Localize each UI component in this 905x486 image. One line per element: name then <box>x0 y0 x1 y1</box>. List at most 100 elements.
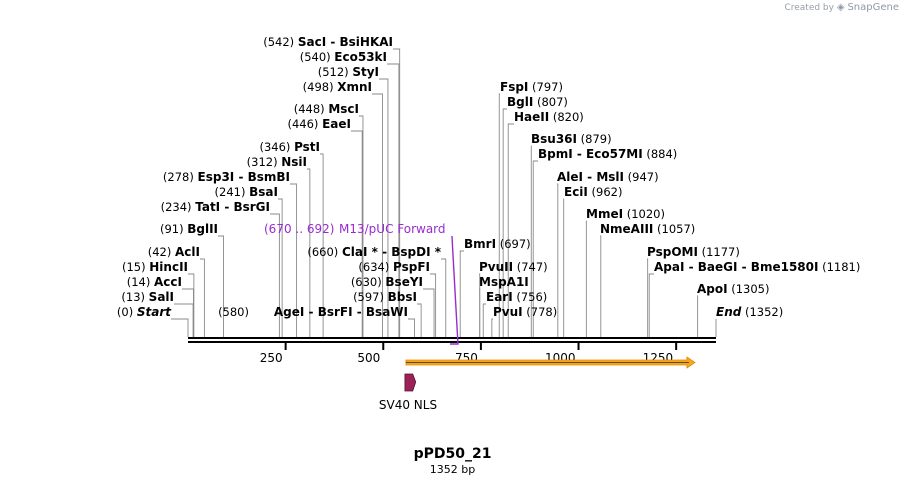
site-enzyme: PspFI <box>393 260 430 274</box>
site-label[interactable]: BglI (807) <box>507 95 568 109</box>
site-label[interactable]: End (1352) <box>716 305 783 319</box>
site-enzyme: HaeII <box>514 110 549 124</box>
site-enzyme: AgeI - BsrFI - BsaWI <box>274 305 408 319</box>
site-enzyme: NsiI <box>281 155 307 169</box>
site-connector <box>200 258 205 337</box>
site-enzyme: TatI - BsrGI <box>195 200 270 214</box>
site-enzyme: ClaI * - BspDI * <box>342 245 442 259</box>
site-connector <box>430 273 437 337</box>
site-label[interactable]: BmrI (697) <box>464 237 531 251</box>
site-position: (630) <box>351 275 386 289</box>
site-enzyme: SacI - BsiHKAI <box>298 35 393 49</box>
site-connector <box>697 295 699 337</box>
site-label[interactable]: PvuII (747) <box>479 260 548 274</box>
site-label[interactable]: AleI - MslI (947) <box>557 170 659 184</box>
site-connector <box>393 48 401 337</box>
site-enzyme: StyI <box>352 65 379 79</box>
site-label[interactable]: (498) XmnI <box>303 80 372 94</box>
site-position: (820) <box>549 110 584 124</box>
site-label[interactable]: (234) TatI - BsrGI <box>161 200 270 214</box>
site-position: (1352) <box>741 305 783 319</box>
site-label[interactable]: ApaI - BaeGI - Bme1580I (1181) <box>654 260 860 274</box>
site-connector <box>600 235 602 337</box>
site-connector <box>387 63 400 337</box>
site-label[interactable]: (14) AccI <box>127 275 182 289</box>
site-label[interactable]: (448) MscI <box>294 102 359 116</box>
feature-sv40-nls-shape <box>404 373 417 392</box>
site-position: (512) <box>318 65 353 79</box>
site-connector <box>359 115 364 337</box>
site-label[interactable]: (446) EaeI <box>288 117 352 131</box>
site-label[interactable]: FspI (797) <box>500 80 563 94</box>
site-position: (346) <box>259 140 294 154</box>
site-label[interactable]: (42) AclI <box>148 245 200 259</box>
site-position: (91) <box>160 222 187 236</box>
site-label[interactable]: (634) PspFI <box>358 260 430 274</box>
site-position: (0) <box>117 305 137 319</box>
site-connector <box>479 288 481 337</box>
site-position: (234) <box>161 200 196 214</box>
site-connector <box>557 183 559 337</box>
site-enzyme: ApaI - BaeGI - Bme1580I <box>654 260 818 274</box>
site-connector <box>502 108 507 337</box>
site-position: (634) <box>358 260 393 274</box>
site-connector <box>320 153 324 337</box>
feature-sv40-nls[interactable]: SV40 NLS <box>379 373 437 412</box>
site-label[interactable]: (660) ClaI * - BspDI * <box>307 245 441 259</box>
snapgene-logo-icon: ◈ <box>836 2 845 13</box>
site-label[interactable]: MspA1I <box>479 275 529 289</box>
site-label[interactable]: AgeI - BsrFI - BsaWI <box>274 305 408 319</box>
site-position: (962) <box>588 185 623 199</box>
primer-m13-puc-forward[interactable]: (670 .. 692) M13/pUC Forward <box>264 222 459 345</box>
site-connector <box>188 273 195 337</box>
site-position: (660) <box>307 245 342 259</box>
site-position: (498) <box>303 80 338 94</box>
site-label[interactable]: MmeI (1020) <box>586 207 665 221</box>
site-label[interactable]: (540) Eco53kI <box>300 50 387 64</box>
site-enzyme: EarI <box>486 290 513 304</box>
site-label[interactable]: (512) StyI <box>318 65 379 79</box>
site-position: (542) <box>263 35 298 49</box>
site-labels: (0) Start(13) SalI(14) AccI(15) HincII(4… <box>117 35 860 319</box>
plasmid-length: 1352 bp <box>429 463 476 476</box>
site-enzyme: ApoI <box>697 282 728 296</box>
site-label[interactable]: Bsu36I (879) <box>531 132 612 146</box>
site-connector <box>647 258 649 337</box>
site-label[interactable]: EciI (962) <box>564 185 622 199</box>
site-enzyme: BpmI - Eco57MI <box>538 147 643 161</box>
site-label[interactable]: ApoI (1305) <box>697 282 770 296</box>
site-label[interactable]: (91) BglII <box>160 222 218 236</box>
site-label[interactable]: (0) Start <box>117 305 172 319</box>
site-label[interactable]: (15) HincII <box>122 260 188 274</box>
site-enzyme: BmrI <box>464 237 496 251</box>
site-connector <box>307 168 311 337</box>
site-connectors <box>171 48 717 337</box>
site-label[interactable]: (13) SalI <box>121 290 174 304</box>
site-enzyme: NmeAIII <box>600 222 653 236</box>
site-enzyme: Esp3I - BsmBI <box>198 170 290 184</box>
site-label[interactable]: (241) BsaI <box>215 185 278 199</box>
site-connector <box>507 123 514 337</box>
site-label[interactable]: (542) SacI - BsiHKAI <box>263 35 393 49</box>
site-label[interactable]: (312) NsiI <box>247 155 307 169</box>
orf-arrow[interactable] <box>405 356 696 369</box>
site-connector <box>441 258 447 337</box>
site-label[interactable]: EarI (756) <box>486 290 547 304</box>
site-enzyme: BbsI <box>388 290 417 304</box>
site-label[interactable]: NmeAIII (1057) <box>600 222 695 236</box>
site-label[interactable]: (346) PstI <box>259 140 320 154</box>
site-label[interactable]: (630) BseYI <box>351 275 423 289</box>
credit: Created by ◈ SnapGene <box>784 2 899 13</box>
site-enzyme: Bsu36I <box>531 132 577 146</box>
site-position: (1305) <box>728 282 770 296</box>
site-label[interactable]: (597) BbsI <box>353 290 417 304</box>
site-enzyme: HincII <box>149 260 188 274</box>
site-position: (597) <box>353 290 388 304</box>
site-connector <box>498 93 500 337</box>
site-label[interactable]: (278) Esp3I - BsmBI <box>163 170 290 184</box>
site-label[interactable]: PspOMI (1177) <box>647 245 740 259</box>
site-label[interactable]: PvuI (778) <box>493 305 557 319</box>
site-connector <box>408 318 415 337</box>
site-label[interactable]: BpmI - Eco57MI (884) <box>538 147 677 161</box>
site-label[interactable]: HaeII (820) <box>514 110 584 124</box>
